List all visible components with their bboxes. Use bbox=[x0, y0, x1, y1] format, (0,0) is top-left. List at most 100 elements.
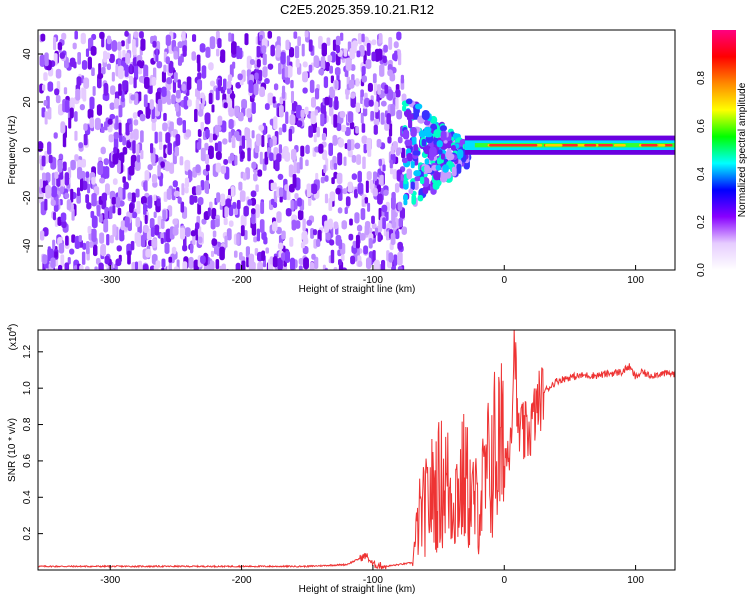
spectrogram-cell bbox=[199, 43, 206, 53]
spectrogram-cell bbox=[118, 122, 122, 136]
spectrogram-cell bbox=[219, 246, 225, 261]
spectrogram-cell bbox=[177, 79, 181, 89]
spectrogram-cell bbox=[297, 36, 301, 47]
spectrogram-cell bbox=[320, 113, 325, 127]
spectrogram-cell bbox=[234, 130, 240, 138]
spectrogram-cell bbox=[201, 65, 207, 79]
spectrogram-cell bbox=[284, 66, 289, 78]
spectrogram-cell bbox=[350, 255, 356, 265]
spectrogram-cell bbox=[57, 159, 63, 173]
spectrogram-cell bbox=[196, 79, 203, 91]
spectrogram-cell bbox=[171, 246, 177, 255]
spectrogram-cell bbox=[337, 207, 343, 214]
spectrogram-cell bbox=[142, 263, 149, 270]
spectrogram-cell bbox=[197, 202, 202, 215]
spectrogram-cell bbox=[290, 199, 294, 212]
spectrogram-cell bbox=[365, 180, 369, 194]
spectrogram-cell bbox=[186, 76, 192, 91]
spectrogram-cell bbox=[289, 236, 294, 247]
spectrogram-cell bbox=[371, 223, 377, 230]
spectrogram-cell bbox=[367, 202, 371, 212]
spectrogram-cell bbox=[228, 118, 234, 130]
snr-x-ticks: -300 -200 -100 0 100 bbox=[100, 565, 644, 586]
spectrogram-cell bbox=[209, 80, 216, 87]
spectrogram-cell bbox=[172, 218, 178, 226]
spectrogram-cell bbox=[228, 32, 232, 42]
spectrogram-cell bbox=[214, 218, 220, 228]
spectrogram-cell bbox=[85, 194, 90, 204]
spectrogram-cell bbox=[151, 238, 158, 249]
tonal-band-peak bbox=[603, 144, 613, 147]
spectrogram-cell bbox=[122, 176, 126, 184]
spectrogram-cell bbox=[373, 124, 378, 135]
y-tick-label: 0.4 bbox=[22, 490, 33, 504]
x-tick-label: 100 bbox=[627, 275, 644, 286]
spectrogram-cell bbox=[413, 181, 419, 191]
spectrogram-cell bbox=[256, 228, 261, 242]
spectrogram-cell bbox=[58, 242, 65, 254]
spectrogram-cell bbox=[98, 262, 104, 270]
x-tick-label: -200 bbox=[232, 575, 252, 586]
spectrogram-cell bbox=[69, 107, 74, 119]
spectrogram-cell bbox=[133, 128, 139, 141]
spectrogram-cell bbox=[366, 137, 372, 152]
spectrogram-cell bbox=[211, 238, 218, 247]
spectrogram-cell bbox=[285, 207, 292, 217]
spectrogram-cell bbox=[251, 208, 256, 215]
spectrogram-cell bbox=[239, 190, 246, 202]
spectrogram-cell bbox=[359, 232, 366, 241]
spectrogram-cell bbox=[197, 62, 201, 72]
spectrogram-cell bbox=[347, 149, 353, 158]
spectrogram-cell bbox=[265, 247, 270, 254]
spectrogram-cell bbox=[293, 160, 297, 174]
spectrogram-cell bbox=[347, 181, 353, 193]
spectrogram-cell bbox=[296, 120, 303, 128]
spectrogram-cell bbox=[397, 266, 403, 270]
spectrogram-cell bbox=[394, 182, 400, 193]
spectrogram-cell bbox=[68, 117, 72, 129]
spectrogram-cell bbox=[377, 232, 382, 242]
spectrogram-cell bbox=[216, 48, 220, 57]
snr-frame bbox=[37, 329, 676, 571]
spectrogram-cell bbox=[176, 117, 183, 126]
spectrogram-cell bbox=[152, 40, 157, 48]
spectrogram-cell bbox=[134, 261, 139, 270]
spectrogram-cell bbox=[154, 131, 158, 144]
spectrogram-cell bbox=[269, 138, 273, 148]
spectrogram-cell bbox=[411, 136, 417, 146]
spectrogram-cell bbox=[217, 115, 223, 126]
spectrogram-cell bbox=[262, 53, 267, 66]
spectrogram-cell bbox=[320, 176, 325, 184]
spectrogram-cell bbox=[216, 192, 221, 203]
spectrogram-cell bbox=[169, 162, 175, 175]
spectrogram-cell bbox=[261, 135, 265, 148]
spectrogram-cell bbox=[47, 141, 52, 155]
spectrogram-cell bbox=[404, 139, 413, 146]
spectrogram-cell bbox=[304, 30, 309, 38]
spectrogram-cell bbox=[305, 159, 309, 167]
spectrogram-cell bbox=[235, 81, 242, 89]
spectrogram-cell bbox=[334, 80, 338, 90]
spectrogram-cell bbox=[284, 151, 291, 162]
spectrogram-cell bbox=[354, 189, 358, 199]
spectrogram-cell bbox=[118, 200, 125, 207]
spectrogram-cell bbox=[292, 200, 298, 210]
spectrogram-cell bbox=[212, 230, 217, 238]
spectrogram-cell bbox=[277, 257, 283, 270]
spectrogram-cell bbox=[392, 52, 398, 61]
spectrogram-cell bbox=[172, 180, 178, 188]
spectrogram-cell bbox=[246, 55, 252, 70]
spectrogram-cell bbox=[243, 230, 248, 240]
spectrogram-cell bbox=[408, 188, 414, 195]
spectrogram-cell bbox=[47, 106, 52, 120]
spectrogram-cell bbox=[126, 141, 132, 149]
spectrogram-cell bbox=[223, 102, 228, 109]
spectrogram-cell bbox=[388, 37, 393, 50]
tonal-band-peak bbox=[584, 144, 597, 147]
spectrogram-cell bbox=[313, 256, 319, 270]
spectrogram-cell bbox=[166, 77, 173, 85]
spectrogram-cell bbox=[99, 232, 105, 244]
spectrogram-cell bbox=[373, 118, 380, 126]
spectrogram-cell bbox=[164, 242, 170, 255]
spectrogram-cell bbox=[361, 123, 366, 133]
